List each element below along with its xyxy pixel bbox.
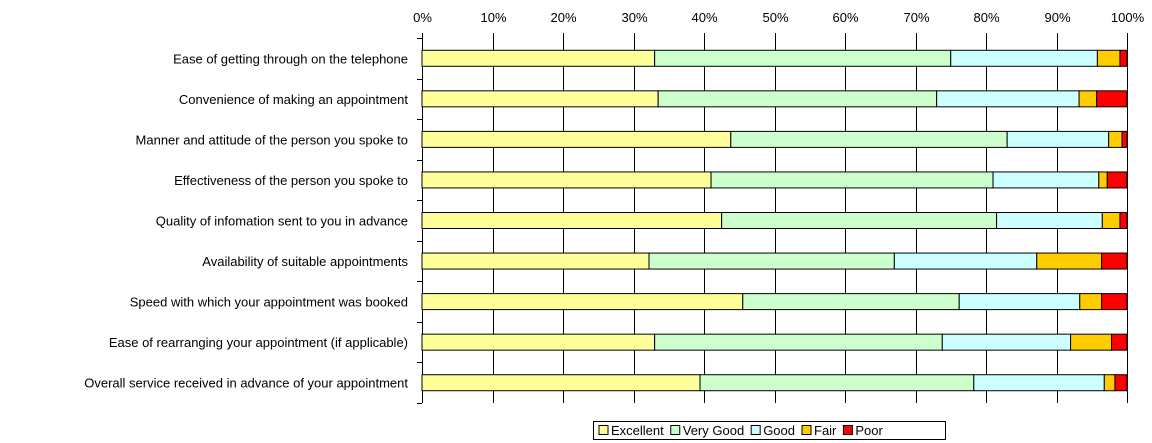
category-labels: Ease of getting through on the telephone… xyxy=(84,51,408,390)
bar-segment-poor xyxy=(1101,252,1128,270)
x-tick-label: 0% xyxy=(413,10,432,25)
bar-segment-excellent xyxy=(421,252,650,270)
bar-segment-poor xyxy=(1096,90,1128,108)
bar-segment-fair xyxy=(1096,49,1121,67)
category-label: Ease of getting through on the telephone xyxy=(173,51,408,66)
bar-segment-good xyxy=(958,293,1081,311)
bar-segment-very-good xyxy=(657,90,938,108)
bar-segment-good xyxy=(1006,130,1110,148)
legend-label: Good xyxy=(763,423,795,438)
bar-segment-good xyxy=(973,374,1105,392)
x-tick-label: 30% xyxy=(621,10,647,25)
bar-segment-very-good xyxy=(710,171,994,189)
bar-segment-very-good xyxy=(654,333,943,351)
legend-swatch xyxy=(801,425,812,435)
bar-segment-good xyxy=(941,333,1072,351)
bar-segment-excellent xyxy=(421,90,659,108)
bar-segment-good xyxy=(996,212,1103,229)
category-label: Quality of infomation sent to you in adv… xyxy=(156,214,408,229)
bar-segment-excellent xyxy=(421,212,723,229)
category-label: Convenience of making an appointment xyxy=(179,92,408,107)
bar-segment-excellent xyxy=(421,130,732,148)
category-label: Effectiveness of the person you spoke to xyxy=(174,173,408,188)
bar-segment-very-good xyxy=(742,293,960,311)
x-tick-label: 40% xyxy=(691,10,717,25)
category-label: Manner and attitude of the person you sp… xyxy=(136,132,408,147)
bar-segment-poor xyxy=(1106,171,1128,189)
bar-segment-very-good xyxy=(730,130,1008,148)
bar-segment-fair xyxy=(1108,130,1123,148)
bar-segment-very-good xyxy=(699,374,975,392)
bar-segment-poor xyxy=(1110,333,1128,351)
category-label: Ease of rearranging your appointment (if… xyxy=(109,335,408,350)
bar-segment-excellent xyxy=(421,171,712,189)
category-label: Overall service received in advance of y… xyxy=(84,376,408,391)
bar-segment-fair xyxy=(1101,212,1121,229)
bar-segment-poor xyxy=(1119,49,1128,67)
bar-segment-excellent xyxy=(421,333,656,351)
x-tick-label: 20% xyxy=(550,10,576,25)
bar-segment-poor xyxy=(1119,212,1128,229)
bar-segment-poor xyxy=(1101,293,1128,311)
bar-segment-fair xyxy=(1070,333,1112,351)
x-tick-label: 70% xyxy=(903,10,929,25)
legend-swatch xyxy=(842,425,853,435)
legend: Excellent Very Good Good Fair Poor xyxy=(593,421,946,440)
legend-swatch xyxy=(750,425,761,435)
bar-segment-excellent xyxy=(421,374,701,392)
bar-segment-poor xyxy=(1121,130,1128,148)
bar-segment-excellent xyxy=(421,49,656,67)
bar-segment-very-good xyxy=(648,252,895,270)
bar-segment-fair xyxy=(1036,252,1103,270)
bar-segment-poor xyxy=(1114,374,1128,392)
bar-segment-good xyxy=(950,49,1098,67)
x-tick-label: 100% xyxy=(1111,10,1145,25)
bar-segment-excellent xyxy=(421,293,744,311)
legend-swatch xyxy=(670,425,681,435)
x-tick-label: 60% xyxy=(832,10,858,25)
bar-segment-fair xyxy=(1103,374,1116,392)
bar-segment-fair xyxy=(1078,90,1098,108)
bar-segment-fair xyxy=(1079,293,1103,311)
bar-segment-good xyxy=(936,90,1080,108)
x-axis-tick-labels: 0% 10% 20% 30% 40% 50% 60% 70% 80% 90% 100% xyxy=(413,10,1144,25)
x-tick-label: 80% xyxy=(973,10,999,25)
bars xyxy=(421,49,1128,392)
bar-segment-good xyxy=(992,171,1100,189)
legend-label: Very Good xyxy=(683,423,744,438)
legend-swatch xyxy=(598,425,609,435)
bar-segment-very-good xyxy=(721,212,998,229)
legend-label: Fair xyxy=(814,423,837,438)
bar-segment-very-good xyxy=(654,49,952,67)
category-label: Availability of suitable appointments xyxy=(202,254,408,269)
bar-segment-fair xyxy=(1098,171,1108,189)
x-tick-label: 10% xyxy=(480,10,506,25)
legend-label: Excellent xyxy=(611,423,664,438)
bar-segment-good xyxy=(893,252,1038,270)
category-label: Speed with which your appointment was bo… xyxy=(130,295,408,310)
x-tick-label: 90% xyxy=(1044,10,1070,25)
legend-label: Poor xyxy=(855,423,883,438)
legend-box xyxy=(593,421,946,440)
x-tick-label: 50% xyxy=(762,10,788,25)
